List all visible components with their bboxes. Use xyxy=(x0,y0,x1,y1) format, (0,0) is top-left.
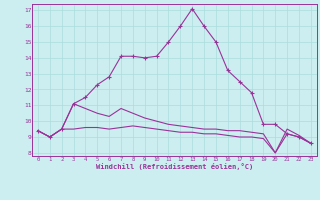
X-axis label: Windchill (Refroidissement éolien,°C): Windchill (Refroidissement éolien,°C) xyxy=(96,163,253,170)
